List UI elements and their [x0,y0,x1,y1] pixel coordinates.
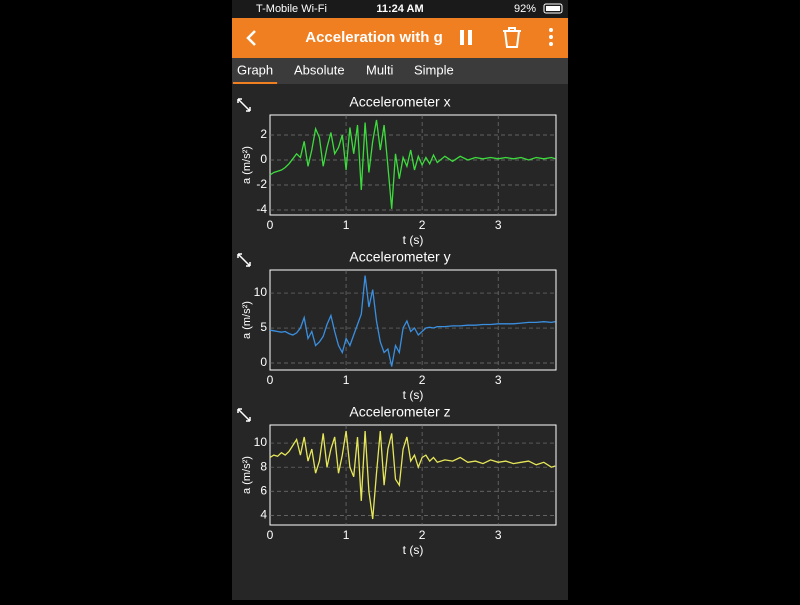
battery-level [546,6,560,11]
chart-title: Accelerometer x [349,94,450,110]
active-tab-indicator [233,82,278,84]
x-tick-label: 0 [267,373,274,387]
y-tick-label: 10 [254,435,268,449]
y-tick-label: 6 [260,483,267,497]
x-tick-label: 1 [343,373,350,387]
data-line [269,430,556,520]
y-tick-label: -4 [256,202,267,216]
pause-button[interactable] [460,30,472,45]
y-tick-label: 0 [260,152,267,166]
tab[interactable]: Simple [414,62,454,77]
delete-button[interactable] [503,27,521,48]
x-tick-label: 2 [419,373,426,387]
x-tick-label: 3 [495,218,502,232]
expand-button[interactable] [237,253,251,267]
x-tick-label: 1 [343,528,350,542]
x-tick-label: 2 [419,218,426,232]
plot-area [269,424,557,526]
x-tick-label: 1 [343,218,350,232]
tab[interactable]: Multi [366,62,394,77]
x-tick-label: 2 [419,528,426,542]
y-tick-label: 10 [254,285,268,299]
carrier: T-Mobile Wi-Fi [256,3,327,15]
y-tick-label: -2 [256,177,267,191]
expand-button[interactable] [237,98,251,112]
y-tick-label: 2 [260,127,267,141]
data-line [269,275,556,367]
status-bar [232,0,568,18]
x-tick-label: 0 [267,218,274,232]
plot-area [269,269,557,371]
header-bar [232,18,568,58]
battery-icon [543,3,563,14]
time: 11:24 AM [376,3,423,15]
tab[interactable]: Graph [237,62,273,77]
x-axis-label: t (s) [403,388,424,402]
y-tick-label: 0 [260,355,267,369]
y-axis-label: a (m/s²) [241,301,253,339]
x-axis-label: t (s) [403,233,424,247]
y-axis-label: a (m/s²) [241,456,253,494]
y-axis-label: a (m/s²) [241,146,253,184]
data-line [269,119,556,209]
x-tick-label: 3 [495,373,502,387]
x-axis-label: t (s) [403,543,424,557]
expand-button[interactable] [237,408,251,422]
chart-title: Accelerometer y [349,249,450,265]
chart-title: Accelerometer z [349,404,450,420]
tab-bar [232,58,568,84]
menu-button[interactable] [549,28,553,46]
y-tick-label: 4 [260,508,267,522]
header-title: Acceleration with g [305,29,443,46]
battery-percent: 92% [514,3,536,15]
tab[interactable]: Absolute [294,62,345,77]
back-button[interactable] [246,30,256,46]
y-tick-label: 5 [260,320,267,334]
y-tick-label: 8 [260,459,267,473]
x-tick-label: 0 [267,528,274,542]
x-tick-label: 3 [495,528,502,542]
